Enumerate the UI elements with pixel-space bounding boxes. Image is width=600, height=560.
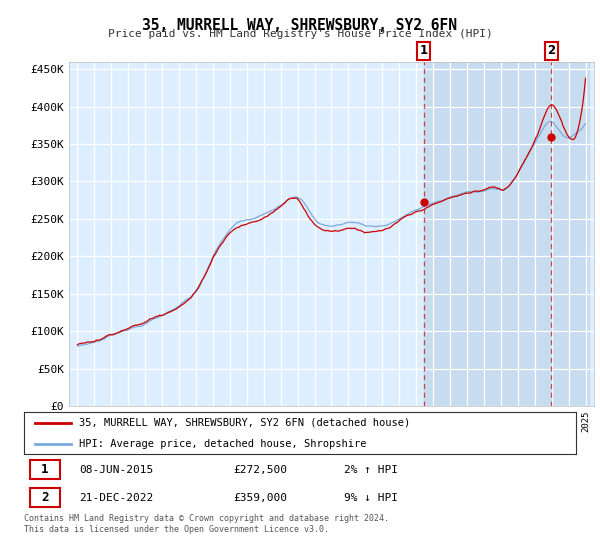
Text: 08-JUN-2015: 08-JUN-2015 xyxy=(79,465,154,475)
Text: 1: 1 xyxy=(41,463,49,476)
Bar xyxy=(424,62,589,406)
FancyBboxPatch shape xyxy=(29,460,60,479)
Text: 1: 1 xyxy=(419,44,428,58)
Text: 2: 2 xyxy=(547,44,555,58)
FancyBboxPatch shape xyxy=(29,488,60,507)
Text: HPI: Average price, detached house, Shropshire: HPI: Average price, detached house, Shro… xyxy=(79,440,367,449)
Text: £272,500: £272,500 xyxy=(234,465,288,475)
Text: This data is licensed under the Open Government Licence v3.0.: This data is licensed under the Open Gov… xyxy=(24,525,329,534)
Text: 35, MURRELL WAY, SHREWSBURY, SY2 6FN: 35, MURRELL WAY, SHREWSBURY, SY2 6FN xyxy=(143,18,458,33)
Text: 2% ↑ HPI: 2% ↑ HPI xyxy=(344,465,398,475)
Text: 2: 2 xyxy=(41,491,49,505)
Text: Contains HM Land Registry data © Crown copyright and database right 2024.: Contains HM Land Registry data © Crown c… xyxy=(24,514,389,523)
Text: Price paid vs. HM Land Registry's House Price Index (HPI): Price paid vs. HM Land Registry's House … xyxy=(107,29,493,39)
Text: 35, MURRELL WAY, SHREWSBURY, SY2 6FN (detached house): 35, MURRELL WAY, SHREWSBURY, SY2 6FN (de… xyxy=(79,418,410,428)
Text: 21-DEC-2022: 21-DEC-2022 xyxy=(79,493,154,503)
Text: £359,000: £359,000 xyxy=(234,493,288,503)
Text: 9% ↓ HPI: 9% ↓ HPI xyxy=(344,493,398,503)
